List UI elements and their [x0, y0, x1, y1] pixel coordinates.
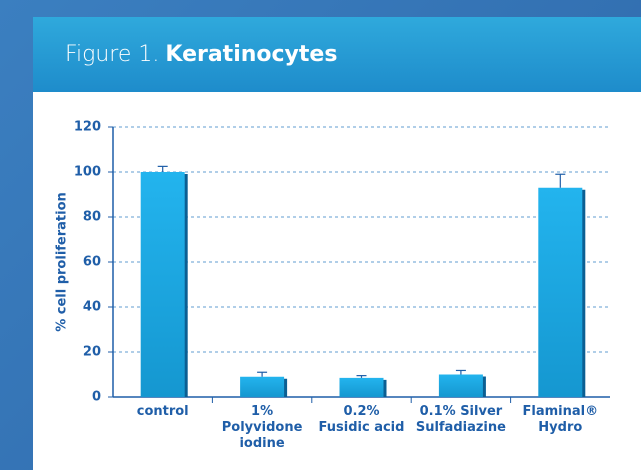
figure-header: Figure 1. Keratinocytes	[33, 17, 641, 92]
bar	[140, 172, 185, 397]
error-bar	[356, 375, 367, 378]
x-tick-label: control	[137, 404, 189, 419]
y-tick-label: 80	[83, 210, 101, 225]
figure-title: Keratinocytes	[165, 42, 338, 67]
x-tick-label: 1% Polyvidone iodine	[222, 404, 303, 451]
x-tick-label: 0.2% Fusidic acid	[319, 404, 405, 435]
y-axis-label: % cell proliferation	[55, 192, 70, 332]
x-tick-label: 0.1% Silver Sulfadiazine	[416, 404, 506, 435]
y-tick-label: 20	[83, 345, 101, 360]
y-tick-label: 40	[83, 300, 101, 315]
bar	[438, 374, 483, 397]
y-tick-label: 0	[92, 390, 101, 405]
x-tick-label: Flaminal® Hydro	[522, 404, 598, 435]
y-tick-label: 60	[83, 255, 101, 270]
error-bar	[555, 173, 566, 188]
error-bar	[257, 371, 268, 377]
bar	[240, 376, 285, 397]
bar	[339, 377, 384, 397]
y-tick-label: 100	[74, 165, 101, 180]
y-tick-label: 120	[74, 120, 101, 135]
bar	[538, 187, 583, 397]
error-bar	[157, 165, 168, 172]
error-bar	[455, 369, 466, 375]
figure-label: Figure 1.	[65, 42, 160, 67]
